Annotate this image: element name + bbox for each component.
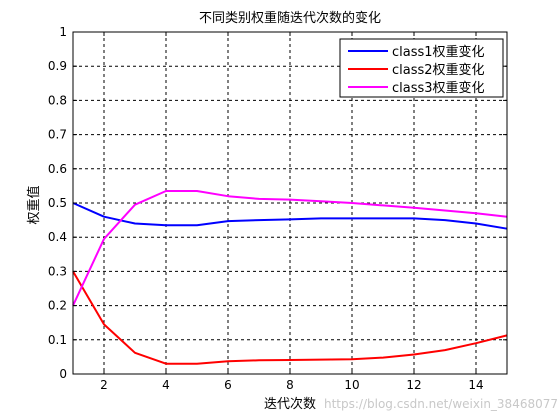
x-tick-label: 10 [344,378,359,392]
watermark: https://blog.csdn.net/weixin_38468077 [324,397,558,411]
y-tick-label: 0.4 [48,230,67,244]
chart-title: 不同类别权重随迭代次数的变化 [199,10,381,26]
legend-label-3: class3权重变化 [392,80,485,96]
series-line-1 [72,202,508,230]
x-tick-label: 14 [468,378,483,392]
x-tick-label: 12 [406,378,421,392]
legend: class1权重变化 class2权重变化 class3权重变化 [339,38,504,98]
x-tick-label: 6 [224,378,232,392]
y-tick-label: 0.3 [48,264,67,278]
series-layer [72,190,508,365]
y-tick-label: 0.8 [48,93,67,107]
x-tick-label: 2 [100,378,108,392]
x-tick-label: 4 [162,378,170,392]
y-tick-label: 0.9 [48,59,67,73]
series-line-3 [72,190,508,307]
y-axis-label: 权重值 [26,185,42,224]
y-tick-label: 0.6 [48,162,67,176]
y-tick-label: 0 [59,367,67,381]
y-tick-label: 0.2 [48,299,67,313]
x-tick-label: 8 [286,378,294,392]
axis-ticks: 2 4 6 8 10 12 14 0 0.1 0.2 0.3 0.4 0.5 0.6 0.7 0.8 0.9 1 [48,25,507,392]
legend-label-1: class1权重变化 [392,44,485,60]
grid [73,32,507,374]
y-tick-label: 0.7 [48,128,67,142]
legend-label-2: class2权重变化 [392,62,485,78]
y-tick-label: 0.1 [48,333,67,347]
series-line-2 [72,270,508,365]
y-tick-label: 1 [59,25,67,39]
x-axis-label: 迭代次数 [264,396,316,412]
y-tick-label: 0.5 [48,196,67,210]
